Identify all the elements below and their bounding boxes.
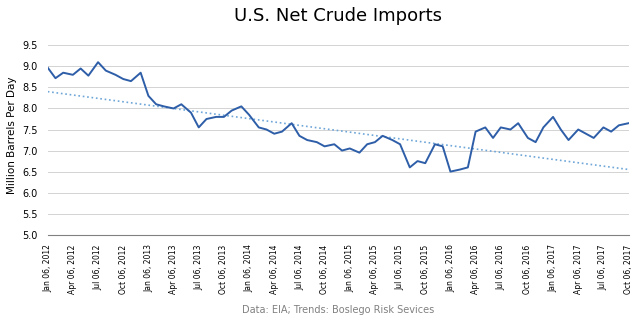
X-axis label: Data: EIA; Trends: Boslego Risk Sevices: Data: EIA; Trends: Boslego Risk Sevices <box>242 305 435 315</box>
Title: U.S. Net Crude Imports: U.S. Net Crude Imports <box>234 7 442 25</box>
Y-axis label: Million Barrels Per Day: Million Barrels Per Day <box>7 76 17 194</box>
